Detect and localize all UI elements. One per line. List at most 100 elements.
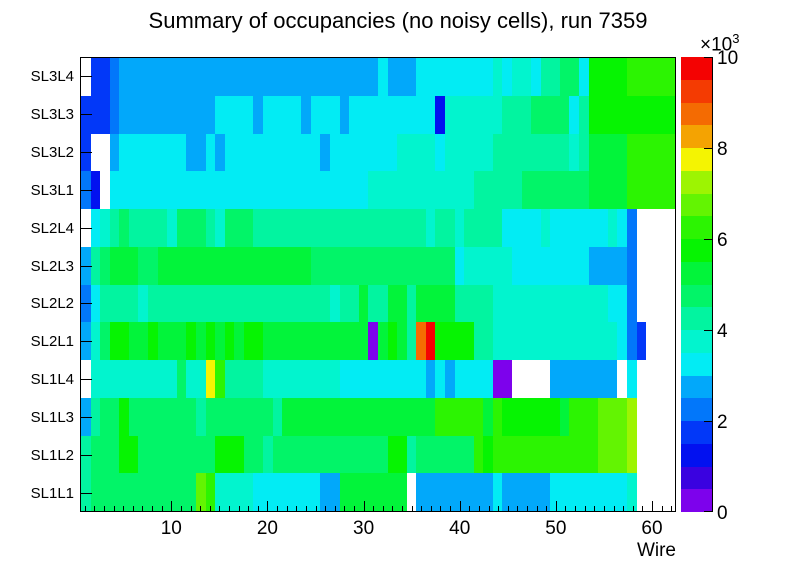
heatmap-cell <box>339 133 350 172</box>
heatmap-cell <box>195 397 206 436</box>
plot-frame <box>80 57 676 512</box>
heatmap-cell <box>521 95 532 134</box>
heatmap-cell <box>406 209 417 247</box>
x-axis-minor-tick <box>238 506 240 511</box>
heatmap-cell <box>416 435 426 474</box>
heatmap-cell <box>262 360 273 398</box>
heatmap-cell <box>588 284 599 323</box>
heatmap-cell <box>349 209 359 247</box>
heatmap-cell <box>157 246 168 285</box>
heatmap-cell <box>569 58 580 96</box>
heatmap-cell <box>253 322 263 360</box>
heatmap-cell <box>464 397 474 436</box>
heatmap-cell <box>617 322 627 360</box>
heatmap-cell <box>176 322 187 360</box>
heatmap-cell <box>521 435 532 474</box>
heatmap-cell <box>473 435 484 474</box>
heatmap-cell <box>128 58 139 96</box>
heatmap-cell <box>215 95 225 134</box>
heatmap-cell <box>176 435 187 474</box>
heatmap-cell <box>435 133 445 172</box>
heatmap-cell <box>483 435 493 474</box>
x-axis-minor-tick <box>565 506 567 511</box>
heatmap-cell <box>626 58 637 96</box>
heatmap-cell <box>512 171 522 209</box>
x-axis-minor-tick <box>392 506 394 511</box>
heatmap-cell <box>559 360 570 398</box>
y-axis-label-sl2l3: SL2L3 <box>30 257 74 275</box>
heatmap-cell <box>330 284 340 323</box>
heatmap-cell <box>167 133 177 172</box>
heatmap-cell <box>397 209 407 247</box>
heatmap-cell <box>138 322 149 360</box>
heatmap-cell <box>310 397 321 436</box>
heatmap-cell <box>100 284 110 323</box>
heatmap-cell <box>377 284 388 323</box>
heatmap-cell <box>282 133 292 172</box>
heatmap-cell <box>607 58 618 96</box>
heatmap-cell <box>483 397 493 436</box>
heatmap-cell <box>617 360 627 398</box>
heatmap-cell <box>636 246 647 285</box>
heatmap-cell <box>454 397 465 436</box>
heatmap-cell <box>330 360 340 398</box>
y-axis-label-sl1l1: SL1L1 <box>30 485 74 503</box>
heatmap-cell <box>617 397 627 436</box>
heatmap-cell <box>502 435 513 474</box>
heatmap-cell <box>339 397 350 436</box>
heatmap-cell <box>310 209 321 247</box>
y-axis-label-sl1l2: SL1L2 <box>30 447 74 465</box>
heatmap-cell <box>148 473 158 511</box>
x-axis-major-tick <box>171 501 173 511</box>
heatmap-cell <box>397 397 407 436</box>
heatmap-cell <box>464 360 474 398</box>
heatmap-cell <box>253 397 263 436</box>
heatmap-cell <box>646 322 656 360</box>
heatmap-cell <box>330 397 340 436</box>
heatmap-cell <box>387 473 398 511</box>
heatmap-cell <box>646 133 656 172</box>
y-axis-tick <box>80 265 92 267</box>
heatmap-cell <box>109 473 120 511</box>
heatmap-cell <box>128 360 139 398</box>
heatmap-cell <box>665 360 675 398</box>
heatmap-cell <box>607 322 618 360</box>
colorbar-band <box>681 102 712 126</box>
heatmap-cell <box>569 322 580 360</box>
y-axis-tick <box>80 455 92 457</box>
x-axis-minor-tick <box>671 506 673 511</box>
heatmap-cell <box>157 171 168 209</box>
heatmap-cell <box>626 95 637 134</box>
heatmap-cell <box>234 397 244 436</box>
heatmap-cell <box>397 133 407 172</box>
heatmap-cell <box>464 435 474 474</box>
colorbar-exponent: ×103 <box>700 31 740 56</box>
heatmap-cell <box>454 58 465 96</box>
heatmap-cell <box>81 360 91 398</box>
heatmap-cell <box>291 171 302 209</box>
x-axis-minor-tick <box>296 506 298 511</box>
heatmap-cell <box>416 322 426 360</box>
heatmap-cell <box>186 473 196 511</box>
colorbar-band <box>681 170 712 194</box>
heatmap-cell <box>559 473 570 511</box>
heatmap-cell <box>626 397 637 436</box>
heatmap-cell <box>607 360 618 398</box>
heatmap-cell <box>195 322 206 360</box>
heatmap-cell <box>531 435 541 474</box>
heatmap-cell <box>636 397 647 436</box>
heatmap-cell <box>655 246 666 285</box>
heatmap-cell <box>90 360 101 398</box>
heatmap-cell <box>310 473 321 511</box>
heatmap-cell <box>330 95 340 134</box>
heatmap-cell <box>607 284 618 323</box>
heatmap-cell <box>128 397 139 436</box>
heatmap-cell <box>368 171 378 209</box>
heatmap-cell <box>406 397 417 436</box>
y-axis-label-sl2l1: SL2L1 <box>30 333 74 351</box>
heatmap-cell <box>310 58 321 96</box>
heatmap-cell <box>559 209 570 247</box>
heatmap-cell <box>377 322 388 360</box>
heatmap-cell <box>569 473 580 511</box>
heatmap-cell <box>90 322 101 360</box>
